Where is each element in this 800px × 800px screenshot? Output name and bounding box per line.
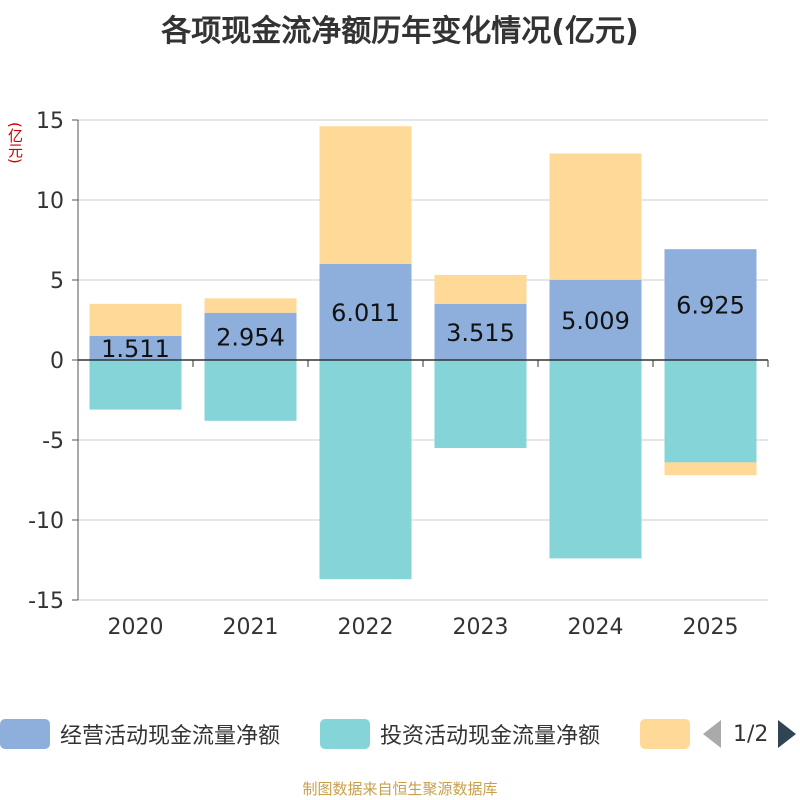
data-label: 6.011 (331, 299, 400, 327)
bar-investing (319, 360, 412, 580)
bar-investing (664, 360, 757, 463)
y-tick-label: 5 (50, 269, 64, 294)
x-tick-label: 2024 (568, 615, 624, 640)
legend-prev-icon[interactable] (703, 720, 721, 748)
x-tick-label: 2021 (223, 615, 279, 640)
legend-label-operating: 经营活动现金流量净额 (60, 724, 281, 749)
legend-next-icon[interactable] (778, 720, 797, 748)
bar-financing (434, 274, 527, 304)
legend: 经营活动现金流量净额 投资活动现金流量净额 1/2 (0, 716, 800, 752)
bar-operating (319, 263, 412, 360)
y-tick-label: 0 (50, 349, 64, 374)
bar-financing (204, 298, 297, 313)
y-axis-unit: (亿元) (6, 122, 24, 164)
bar-financing (664, 462, 757, 476)
data-label: 1.511 (101, 335, 170, 363)
x-tick-label: 2023 (453, 615, 509, 640)
bar-operating (89, 335, 182, 360)
legend-item-financing[interactable] (640, 716, 700, 752)
y-tick-label: -10 (28, 509, 64, 534)
bar-investing (89, 360, 182, 410)
y-tick-label: -5 (42, 429, 64, 454)
legend-page-indicator: 1/2 (733, 721, 769, 747)
bar-operating (434, 303, 527, 360)
data-label: 6.925 (676, 292, 745, 320)
bar-financing (549, 153, 642, 280)
bar-operating (204, 312, 297, 360)
bar-financing (319, 126, 412, 264)
chart-title: 各项现金流净额历年变化情况(亿元) (161, 14, 639, 49)
x-tick-label: 2020 (108, 615, 164, 640)
data-label: 5.009 (561, 307, 630, 335)
x-tick-label: 2025 (683, 615, 739, 640)
legend-item-investing[interactable]: 投资活动现金流量净额 (320, 716, 600, 752)
legend-swatch-financing (640, 719, 690, 749)
data-source-note: 制图数据来自恒生聚源数据库 (302, 780, 498, 798)
legend-item-operating[interactable]: 经营活动现金流量净额 (0, 716, 280, 752)
chart-canvas: 15 10 5 0 -5 -10 -15 1.511 2.954 6.011 3.515 5.009 6… (28, 109, 769, 640)
y-tick-label: -15 (28, 589, 64, 614)
legend-label-investing: 投资活动现金流量净额 (380, 724, 601, 749)
y-tick-label: 15 (36, 109, 64, 134)
bar-investing (204, 360, 297, 421)
data-label: 2.954 (216, 323, 285, 351)
legend-swatch-operating (0, 719, 50, 749)
bar-financing (89, 303, 182, 336)
legend-swatch-investing (320, 719, 370, 749)
bar-operating (549, 279, 642, 360)
y-tick-label: 10 (36, 189, 64, 214)
legend-pager: 1/2 (703, 716, 797, 752)
bar-operating (664, 249, 757, 360)
data-label: 3.515 (446, 319, 515, 347)
bar-investing (549, 360, 642, 559)
bar-investing (434, 360, 527, 448)
x-tick-label: 2022 (338, 615, 394, 640)
